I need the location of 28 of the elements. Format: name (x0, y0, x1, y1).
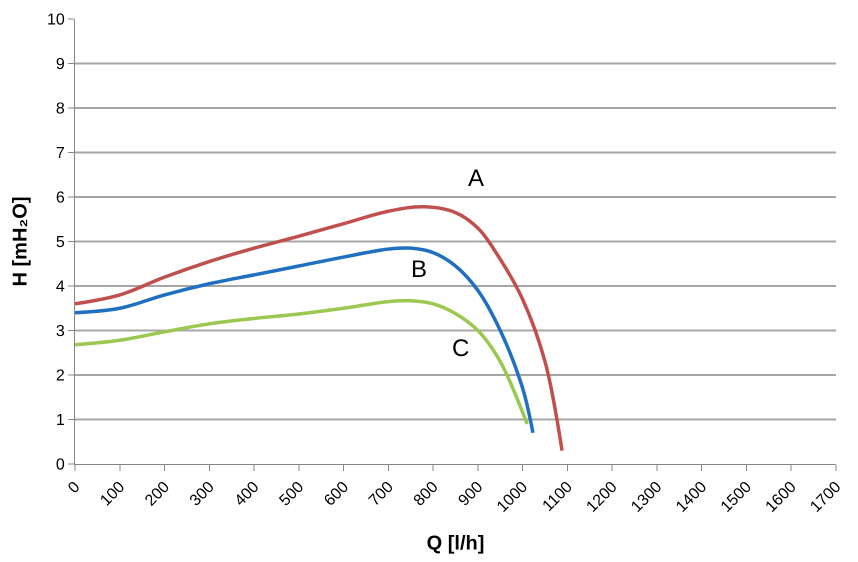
x-tick-label: 600 (321, 478, 352, 510)
y-axis-title: H [mH₂O] (10, 196, 32, 286)
y-tick-label: 0 (56, 456, 65, 474)
y-tick-label: 2 (56, 368, 65, 385)
x-tick-label: 200 (142, 478, 174, 510)
line-series (75, 298, 529, 426)
line-series (75, 205, 564, 452)
x-tick-label: 800 (410, 478, 442, 510)
y-tick-label: 8 (56, 100, 65, 118)
x-axis-title: Q [l/h] (426, 532, 484, 554)
x-tick-label: 400 (232, 478, 263, 510)
series-label: A (468, 165, 484, 192)
y-tick-label: 7 (56, 145, 65, 162)
y-tick-label: 10 (47, 12, 65, 29)
x-tick-label: 300 (186, 478, 218, 510)
y-tick-label: 3 (56, 323, 65, 340)
series-label: B (411, 256, 428, 283)
x-tick-label: 100 (97, 478, 128, 510)
series-label: C (452, 335, 470, 362)
line-series (75, 246, 535, 435)
x-tick-label: 500 (276, 478, 308, 510)
y-tick-label: 6 (56, 190, 65, 207)
x-tick-label: 900 (455, 478, 486, 510)
x-tick-label: 700 (366, 478, 397, 510)
y-tick-label: 5 (56, 234, 65, 252)
y-tick-label: 1 (56, 412, 65, 430)
y-tick-label: 9 (56, 56, 65, 74)
y-tick-label: 4 (56, 278, 65, 296)
